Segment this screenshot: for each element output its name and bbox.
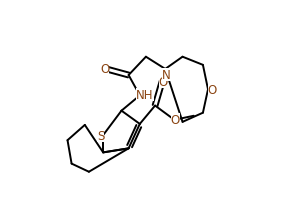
Text: O: O — [100, 63, 109, 76]
Text: NH: NH — [136, 89, 154, 101]
Text: O: O — [159, 75, 168, 88]
Text: O: O — [208, 83, 217, 96]
Text: S: S — [97, 129, 104, 142]
Text: O: O — [171, 114, 180, 127]
Text: N: N — [162, 68, 171, 81]
